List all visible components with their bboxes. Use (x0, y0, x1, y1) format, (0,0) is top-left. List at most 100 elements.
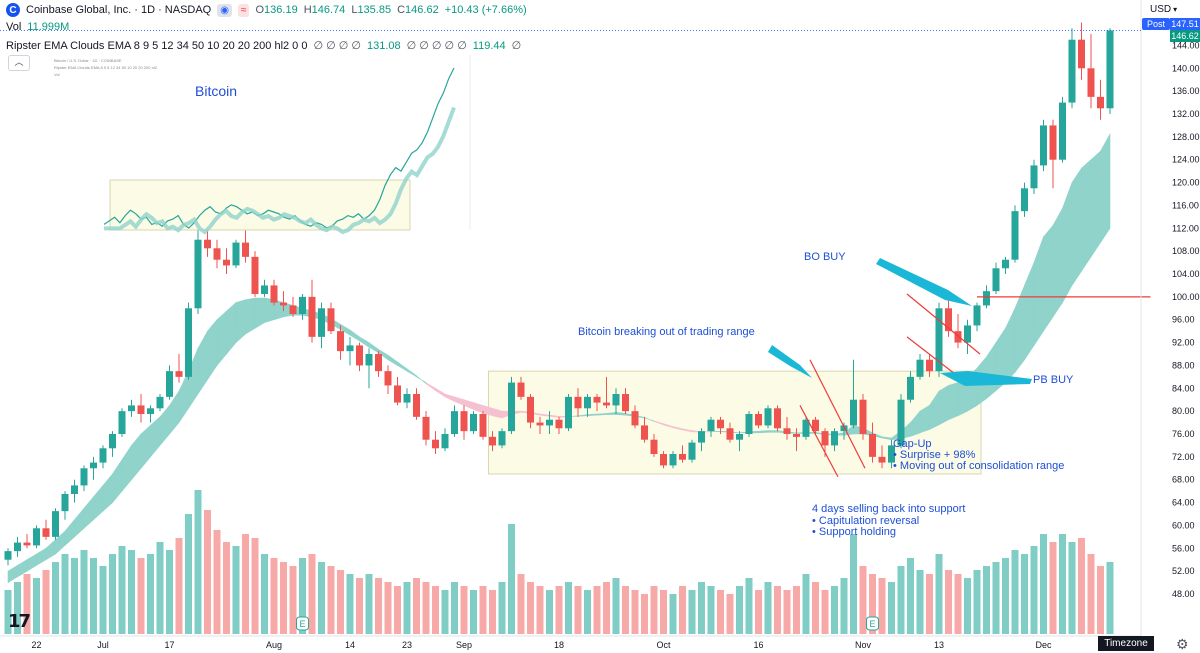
volume-bar (660, 590, 667, 634)
candle (71, 479, 78, 503)
candle-body (4, 551, 12, 560)
time-axis-label: Jul (97, 640, 109, 650)
volume-bar (327, 566, 335, 634)
ema-cloud-segment (26, 553, 37, 572)
selling-channel-lower (799, 405, 839, 478)
candle (52, 508, 59, 540)
volume-bar (422, 582, 430, 634)
candle-body (1011, 211, 1019, 260)
ema-cloud-segment (425, 382, 436, 392)
time-axis-label: Nov (855, 640, 872, 650)
candle (1002, 256, 1009, 274)
candle-body (546, 419, 553, 426)
candle-body (954, 331, 962, 343)
volume-bar (365, 574, 373, 634)
ema-cloud-segment (948, 382, 959, 421)
candle-body (774, 408, 781, 429)
candle (327, 302, 335, 334)
price-axis-label: 140.00 (1172, 63, 1200, 73)
candle-body (612, 394, 620, 406)
indicator-label[interactable]: Ripster EMA Clouds EMA 8 9 5 12 34 50 10… (6, 39, 308, 52)
candle (403, 388, 411, 409)
volume-bar (1078, 538, 1085, 634)
bitcoin-breakout-label: Bitcoin breaking out of trading range (578, 326, 755, 338)
candle-body (175, 371, 183, 377)
candle (736, 431, 743, 452)
eye-icon[interactable]: ◉ (217, 3, 232, 17)
chevron-up-icon[interactable]: ︿ (8, 55, 30, 71)
earnings-marker: E (866, 616, 879, 631)
volume-bar (33, 578, 40, 634)
ema-cloud-segment (169, 390, 180, 435)
candle (612, 388, 620, 414)
ema-cloud-segment (1071, 167, 1082, 287)
volume-bar (1030, 546, 1038, 634)
candle-body (52, 511, 59, 537)
volume-bar (194, 490, 202, 634)
candle (384, 365, 392, 394)
ema-cloud-segment (1100, 132, 1111, 244)
volume-label[interactable]: Vol (6, 21, 22, 33)
candle (289, 296, 297, 317)
flag-upper-line (906, 293, 981, 355)
ema-cloud-segment (1024, 262, 1035, 361)
candle (90, 456, 97, 480)
volume-bar (745, 578, 753, 634)
volume-bar (726, 594, 734, 634)
volume-bar (99, 566, 107, 634)
candle-body (536, 422, 544, 426)
volume-bar (318, 562, 325, 634)
price-axis-label: 76.00 (1172, 429, 1195, 439)
candle (973, 302, 981, 332)
price-axis-label: 116.00 (1172, 200, 1199, 210)
ema-cloud-segment (587, 413, 598, 417)
ema-cloud-segment (140, 424, 151, 470)
symbol-title[interactable]: Coinbase Global, Inc. · 1D · NASDAQ (26, 4, 212, 16)
candle (451, 405, 458, 437)
candle-body (356, 345, 363, 366)
candle (878, 445, 886, 469)
ema-cloud-segment (416, 375, 427, 385)
candle (660, 451, 667, 469)
currency-selector[interactable]: USD ▾ (1146, 0, 1200, 18)
chart-annotations: Bitcoin breaking out of trading range BO … (578, 251, 1074, 538)
time-axis-label: 13 (934, 640, 944, 650)
volume-bar (774, 586, 781, 634)
price-axis-label: 60.00 (1172, 520, 1195, 530)
volume-bar (451, 582, 458, 634)
gear-icon[interactable]: ⚙ (1176, 636, 1189, 652)
ema-cloud-segment (207, 318, 218, 381)
candle (118, 408, 126, 437)
wave-icon[interactable]: ≈ (237, 3, 250, 17)
volume-bar (897, 566, 905, 634)
ema-cloud-segment (938, 384, 949, 426)
candle-body (1049, 125, 1057, 160)
candle (441, 428, 449, 452)
volume-bar (346, 574, 354, 634)
candle (489, 431, 496, 452)
time-axis-label: 14 (345, 640, 355, 650)
candle-body (840, 425, 848, 432)
candle (831, 428, 838, 452)
volume-bar (603, 582, 610, 634)
close-value: 146.62 (405, 4, 439, 16)
ema-cloud-segment (473, 402, 484, 414)
candle-body (660, 454, 667, 466)
time-axis-label: Aug (266, 640, 282, 650)
volume-bar (356, 578, 363, 634)
volume-bar (147, 554, 154, 634)
volume-bar (479, 586, 487, 634)
tradingview-logo[interactable]: 17 (8, 611, 31, 632)
candle-body (261, 285, 268, 294)
high-value: 146.74 (311, 4, 346, 16)
ema-cloud-segment (397, 361, 408, 372)
candle-body (451, 411, 458, 434)
candle-body (384, 371, 392, 386)
candle-body (1030, 165, 1038, 189)
timezone-button[interactable]: Timezone (1098, 636, 1154, 651)
volume-bar (878, 578, 886, 634)
candle-body (973, 305, 981, 326)
candle (698, 428, 705, 452)
